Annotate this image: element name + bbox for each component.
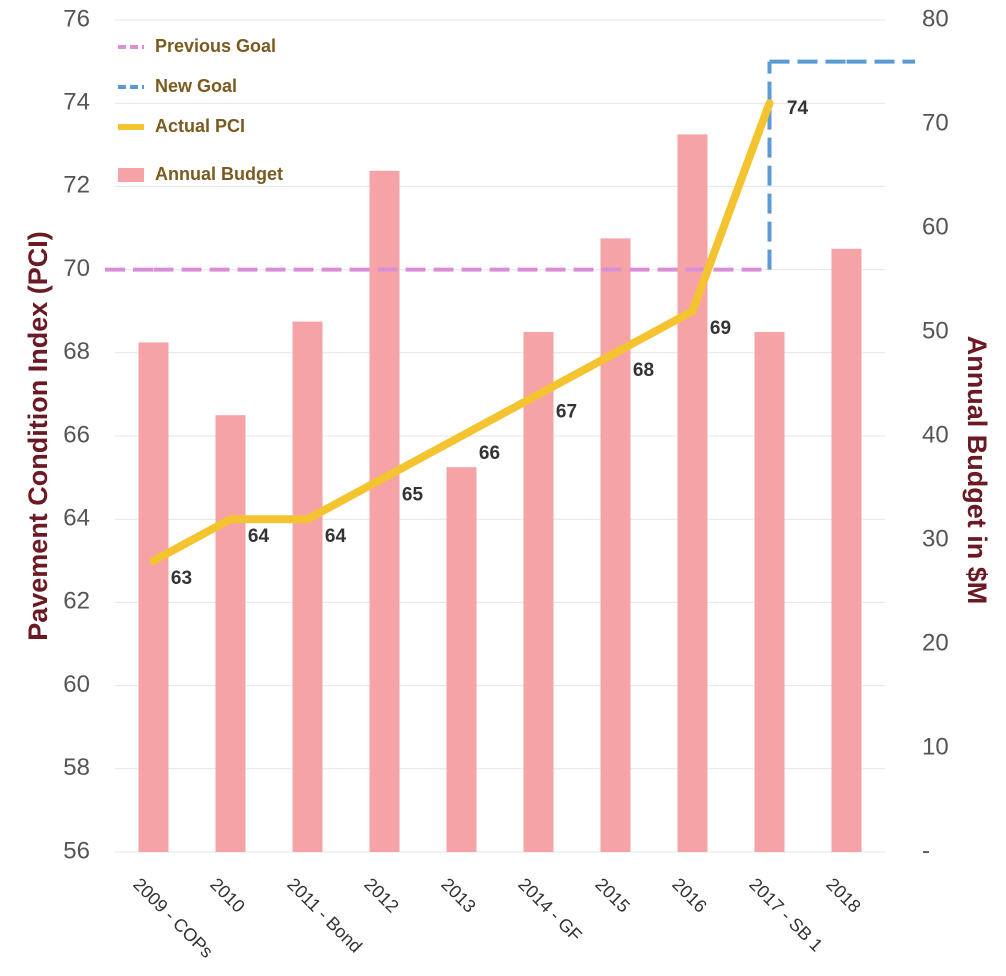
legend-label: New Goal <box>155 76 237 96</box>
y2-tick-label: 50 <box>922 317 949 344</box>
x-tick-label: 2018 <box>822 874 864 916</box>
data-label: 63 <box>171 568 192 589</box>
x-tick-label: 2009 - COPs <box>129 874 217 962</box>
y-axis-title: Pavement Condition Index (PCI) <box>23 231 53 641</box>
x-tick-label: 2016 <box>668 874 710 916</box>
x-tick-label: 2012 <box>360 874 402 916</box>
y-tick-label: 68 <box>63 338 90 365</box>
y-tick-label: 56 <box>63 837 90 864</box>
legend-swatch <box>118 168 144 182</box>
y2-tick-label: 10 <box>922 733 949 760</box>
bar <box>831 248 862 853</box>
y2-tick-label: 30 <box>922 525 949 552</box>
x-tick-label: 2015 <box>591 874 633 916</box>
series-line <box>149 99 774 565</box>
legend: Previous Goal New Goal Actual PCI Annual Bu… <box>118 36 283 184</box>
bar <box>677 134 708 852</box>
bar <box>369 170 400 853</box>
bars <box>138 134 862 853</box>
y-tick-label: 70 <box>63 255 90 282</box>
x-tick-label: 2014 - GF <box>514 874 585 945</box>
y2-tick-label: 20 <box>922 629 949 656</box>
bar <box>446 467 477 852</box>
x-tick-label: 2013 <box>437 874 479 916</box>
lines <box>105 59 915 565</box>
y-tick-label: 60 <box>63 671 90 698</box>
y2-tick-label: 60 <box>922 213 949 240</box>
y-tick-label: 62 <box>63 588 90 615</box>
bar <box>292 321 323 853</box>
data-label: 64 <box>248 526 270 547</box>
y-tick-label: 66 <box>63 421 90 448</box>
bar <box>523 332 554 852</box>
y-tick-label: 76 <box>63 5 90 32</box>
data-label: 66 <box>479 443 500 464</box>
legend-label: Annual Budget <box>155 164 283 184</box>
data-label: 74 <box>787 98 809 119</box>
data-label: 65 <box>402 485 424 506</box>
y2-tick-label: 80 <box>922 5 949 32</box>
data-labels: 63 64 64 65 66 67 68 69 74 <box>171 98 809 589</box>
y2-tick-label: 40 <box>922 421 949 448</box>
y2-tick-label: 70 <box>922 109 949 136</box>
y2-axis-title: Annual Budget in $M <box>962 336 992 604</box>
bar <box>215 415 246 852</box>
y-tick-label: 72 <box>63 172 90 199</box>
legend-label: Actual PCI <box>155 116 245 136</box>
bar <box>754 332 785 852</box>
data-label: 69 <box>710 318 731 339</box>
legend-label: Previous Goal <box>155 36 276 56</box>
data-label: 67 <box>556 401 577 422</box>
bar <box>138 342 169 852</box>
data-label: 64 <box>325 526 347 547</box>
y-tick-label: 74 <box>63 89 90 116</box>
y2-tick-label: - <box>922 837 930 864</box>
y-tick-label: 58 <box>63 754 90 781</box>
x-tick-label: 2017 - SB 1 <box>745 874 826 955</box>
bar <box>600 238 631 852</box>
x-tick-label: 2010 <box>206 874 248 916</box>
x-tick-label: 2011 - Bond <box>283 874 366 957</box>
data-label: 68 <box>633 360 654 381</box>
y-tick-label: 64 <box>63 505 90 532</box>
